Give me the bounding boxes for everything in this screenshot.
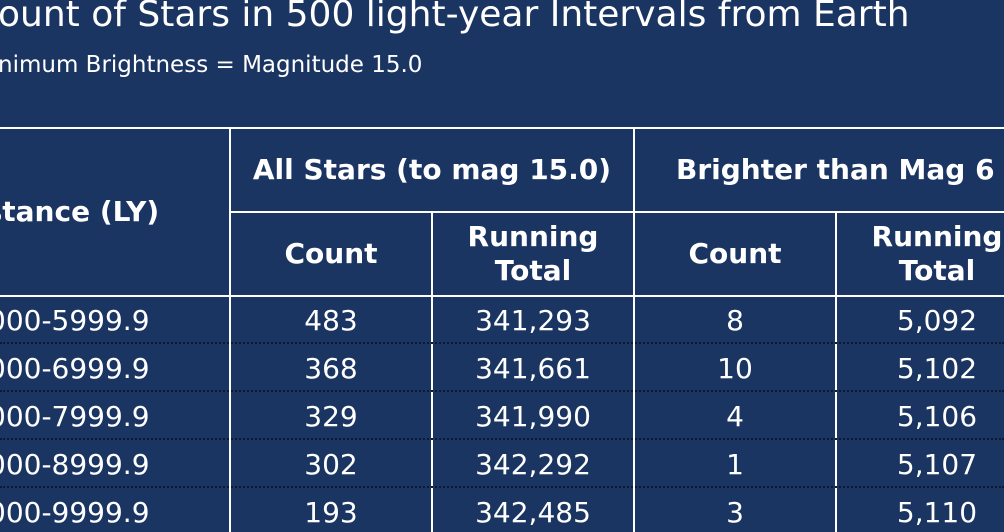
- header-cell: Running Total: [467, 220, 599, 287]
- value-cell: 483: [304, 303, 358, 337]
- table-border: [633, 127, 635, 532]
- row-divider: [0, 342, 1004, 344]
- value-cell: 342,485: [475, 495, 591, 529]
- title: ount of Stars in 500 light-year Interval…: [0, 0, 910, 35]
- distance-cell: 000-6999.9: [0, 351, 150, 385]
- value-cell: 329: [304, 399, 358, 433]
- value-cell: 1: [726, 447, 744, 481]
- distance-cell: 000-8999.9: [0, 447, 150, 481]
- distance-cell: 000-9999.9: [0, 495, 150, 529]
- value-cell: 368: [304, 351, 358, 385]
- value-cell: 5,107: [896, 447, 978, 481]
- row-divider: [0, 486, 1004, 488]
- header-cell: Count: [284, 237, 378, 270]
- value-cell: 5,106: [896, 399, 978, 433]
- table-border: [0, 295, 1004, 297]
- distance-cell: 000-5999.9: [0, 303, 150, 337]
- value-cell: 341,661: [475, 351, 591, 385]
- value-cell: 5,102: [896, 351, 978, 385]
- row-divider: [0, 390, 1004, 392]
- subtitle: nimum Brightness = Magnitude 15.0: [0, 52, 423, 78]
- value-cell: 3: [726, 495, 744, 529]
- value-cell: 5,110: [896, 495, 978, 529]
- header-cell: Running Total: [871, 220, 1003, 287]
- value-cell: 10: [717, 351, 753, 385]
- value-cell: 193: [304, 495, 358, 529]
- value-cell: 341,990: [475, 399, 591, 433]
- row-divider: [0, 438, 1004, 440]
- table-border: [431, 211, 433, 532]
- value-cell: 302: [304, 447, 358, 481]
- value-cell: 8: [726, 303, 744, 337]
- table-border: [230, 211, 1004, 213]
- distance-cell: 000-7999.9: [0, 399, 150, 433]
- header-cell: All Stars (to mag 15.0): [252, 153, 612, 186]
- value-cell: 341,293: [475, 303, 591, 337]
- value-cell: 5,092: [896, 303, 978, 337]
- header-cell: Brighter than Mag 6: [676, 153, 995, 186]
- value-cell: 4: [726, 399, 744, 433]
- table-border: [835, 211, 837, 532]
- table-border: [0, 127, 1004, 129]
- table-border: [229, 127, 231, 532]
- value-cell: 342,292: [475, 447, 591, 481]
- header-cell: Count: [688, 237, 782, 270]
- header-cell: istance (LY): [0, 195, 160, 228]
